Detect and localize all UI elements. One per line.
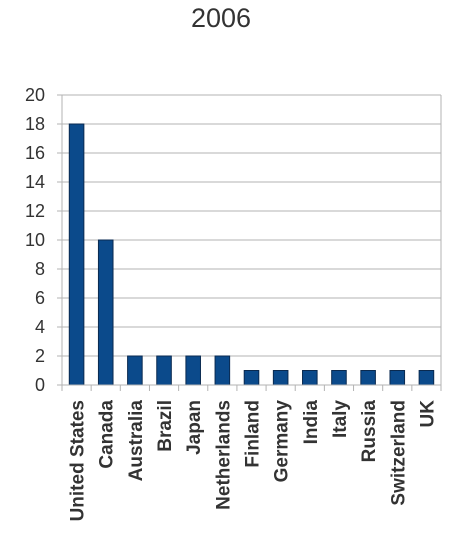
bar — [331, 370, 347, 386]
chart-title: 2006 — [191, 3, 251, 33]
bar — [127, 355, 143, 386]
x-tick-label: United States — [68, 400, 89, 521]
y-tick-label: 18 — [25, 114, 45, 134]
y-axis-tick-labels: 0 2 4 6 8 10 12 14 16 18 20 — [25, 85, 45, 395]
bar — [214, 355, 231, 386]
x-tick-label: Brazil — [155, 400, 176, 452]
bar — [156, 355, 172, 386]
bar — [389, 370, 406, 386]
bar — [185, 355, 201, 386]
x-tick-label: Australia — [126, 400, 147, 482]
x-tick-label: India — [301, 400, 322, 445]
x-tick-label: Netherlands — [213, 400, 234, 510]
bars — [68, 123, 435, 386]
y-tick-label: 4 — [35, 317, 45, 337]
y-tick-label: 14 — [25, 172, 45, 192]
bar — [302, 370, 318, 386]
x-tick-label: Germany — [272, 400, 293, 483]
y-tick-label: 6 — [35, 288, 45, 308]
bar — [243, 370, 260, 386]
y-tick-label: 12 — [25, 201, 45, 221]
axes — [61, 95, 442, 391]
y-tick-label: 8 — [35, 259, 45, 279]
gridlines — [57, 94, 441, 386]
x-tick-label: Italy — [330, 400, 351, 438]
bar — [272, 370, 289, 386]
x-tick-label: Canada — [97, 400, 118, 469]
bar — [68, 123, 85, 386]
x-tick-label: Japan — [184, 400, 205, 455]
bar — [97, 239, 114, 386]
x-tick-label: Switzerland — [388, 400, 409, 506]
bar — [360, 370, 376, 386]
y-tick-label: 20 — [25, 85, 45, 105]
y-tick-label: 2 — [35, 346, 45, 366]
y-tick-label: 16 — [25, 143, 45, 163]
x-tick-label: Finland — [243, 400, 264, 468]
bar — [418, 370, 435, 386]
x-axis-tick-labels: United States Canada Australia Brazil Japan N… — [68, 400, 439, 522]
y-tick-label: 10 — [25, 230, 45, 250]
x-tick-label: UK — [417, 400, 438, 428]
x-tick-label: Russia — [359, 400, 380, 463]
y-tick-label: 0 — [35, 375, 45, 395]
